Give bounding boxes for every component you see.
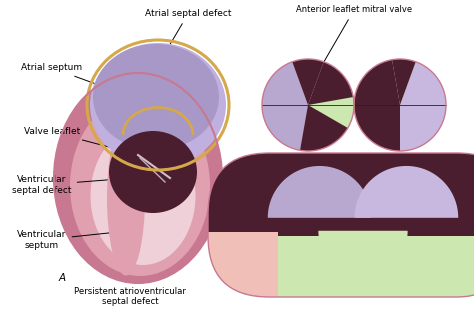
Text: Ventricular
septum: Ventricular septum: [18, 230, 115, 250]
Circle shape: [262, 59, 354, 151]
Polygon shape: [292, 59, 324, 105]
Polygon shape: [268, 166, 372, 218]
Ellipse shape: [91, 127, 195, 265]
Polygon shape: [208, 232, 278, 297]
Text: Atrial septum: Atrial septum: [21, 64, 115, 91]
Ellipse shape: [90, 43, 226, 167]
Circle shape: [354, 59, 446, 151]
Text: Persistent atrioventricular: Persistent atrioventricular: [74, 288, 186, 296]
Polygon shape: [400, 62, 446, 151]
Polygon shape: [319, 231, 408, 275]
Ellipse shape: [107, 121, 145, 276]
Ellipse shape: [70, 96, 210, 276]
Polygon shape: [262, 62, 308, 150]
Text: Ventricular
septal defect: Ventricular septal defect: [12, 175, 129, 195]
Text: Abnormal multileaflet
atrioventricular valve: Abnormal multileaflet atrioventricular v…: [316, 250, 410, 295]
Polygon shape: [300, 62, 354, 151]
Text: C: C: [266, 223, 273, 233]
Polygon shape: [208, 170, 363, 297]
Text: Valve leaflet: Valve leaflet: [24, 128, 125, 151]
Ellipse shape: [54, 73, 222, 283]
Polygon shape: [355, 166, 458, 218]
Polygon shape: [208, 225, 474, 297]
Polygon shape: [392, 59, 416, 105]
Ellipse shape: [109, 131, 197, 213]
Text: Atrial septal defect: Atrial septal defect: [145, 9, 231, 56]
Text: B: B: [266, 103, 273, 113]
Text: Septal leaflet tricuspid valve: Septal leaflet tricuspid valve: [294, 158, 414, 168]
Polygon shape: [363, 170, 474, 297]
Ellipse shape: [93, 44, 219, 150]
Text: septal defect: septal defect: [102, 297, 158, 306]
FancyBboxPatch shape: [208, 153, 474, 297]
Polygon shape: [354, 60, 400, 151]
Text: Anterior leaflet mitral valve: Anterior leaflet mitral valve: [296, 5, 412, 70]
Polygon shape: [208, 153, 474, 236]
Polygon shape: [308, 97, 354, 128]
Text: A: A: [58, 273, 65, 283]
